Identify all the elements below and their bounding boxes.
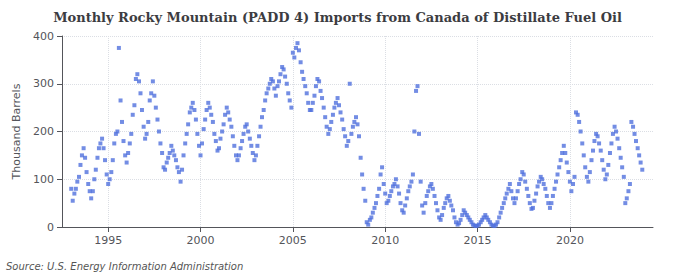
svg-text:400: 400 [33,30,54,43]
svg-text:2005: 2005 [279,234,307,247]
svg-text:Monthly Rocky Mountain (PADD 4: Monthly Rocky Mountain (PADD 4) Imports … [53,10,622,25]
svg-text:200: 200 [33,125,54,138]
svg-text:2020: 2020 [556,234,584,247]
svg-text:2015: 2015 [464,234,492,247]
svg-text:Source: U.S. Energy Informatio: Source: U.S. Energy Information Administ… [6,261,243,272]
svg-text:Thousand Barrels: Thousand Barrels [10,83,23,180]
svg-text:100: 100 [33,173,54,186]
svg-text:0: 0 [47,221,54,234]
svg-text:1995: 1995 [94,234,122,247]
svg-text:2000: 2000 [187,234,215,247]
svg-text:2010: 2010 [371,234,399,247]
svg-text:300: 300 [33,77,54,90]
